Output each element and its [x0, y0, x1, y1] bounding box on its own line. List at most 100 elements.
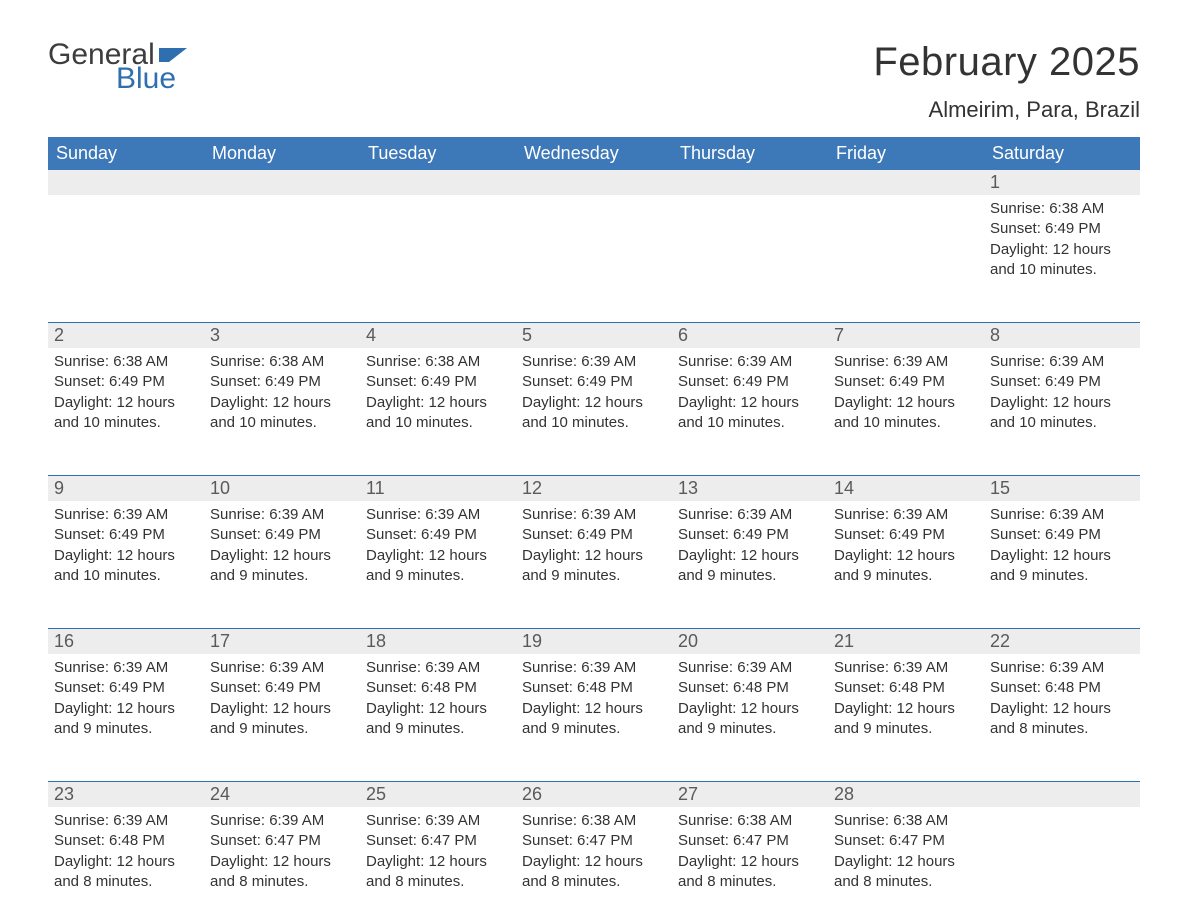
day-number: 14 — [828, 476, 984, 501]
daylight-text: Daylight: 12 hours and 9 minutes. — [678, 546, 822, 587]
day-cell: Sunrise: 6:39 AMSunset: 6:49 PMDaylight:… — [672, 501, 828, 604]
day-cell: Sunrise: 6:38 AMSunset: 6:47 PMDaylight:… — [828, 807, 984, 910]
weekday-label: Saturday — [984, 137, 1140, 170]
day-cell: Sunrise: 6:39 AMSunset: 6:49 PMDaylight:… — [828, 348, 984, 451]
sunset-text: Sunset: 6:47 PM — [366, 831, 510, 851]
sunset-text: Sunset: 6:49 PM — [990, 219, 1134, 239]
weekday-label: Friday — [828, 137, 984, 170]
day-number — [48, 170, 204, 195]
day-number — [516, 170, 672, 195]
sunrise-text: Sunrise: 6:38 AM — [210, 352, 354, 372]
header: General Blue February 2025 Almeirim, Par… — [48, 40, 1140, 133]
day-number: 23 — [48, 782, 204, 807]
day-number: 2 — [48, 323, 204, 348]
daylight-text: Daylight: 12 hours and 8 minutes. — [522, 852, 666, 893]
day-cell: Sunrise: 6:39 AMSunset: 6:47 PMDaylight:… — [360, 807, 516, 910]
daylight-text: Daylight: 12 hours and 8 minutes. — [54, 852, 198, 893]
day-cell — [516, 195, 672, 298]
daylight-text: Daylight: 12 hours and 8 minutes. — [990, 699, 1134, 740]
logo-text-blue: Blue — [116, 64, 187, 94]
day-number: 25 — [360, 782, 516, 807]
calendar-week: 16171819202122Sunrise: 6:39 AMSunset: 6:… — [48, 628, 1140, 757]
sunset-text: Sunset: 6:48 PM — [678, 678, 822, 698]
sunrise-text: Sunrise: 6:39 AM — [522, 658, 666, 678]
sunset-text: Sunset: 6:47 PM — [678, 831, 822, 851]
daynum-row: 1 — [48, 170, 1140, 195]
sunset-text: Sunset: 6:49 PM — [678, 525, 822, 545]
day-cell — [672, 195, 828, 298]
daycontent-row: Sunrise: 6:39 AMSunset: 6:49 PMDaylight:… — [48, 654, 1140, 757]
day-number: 24 — [204, 782, 360, 807]
sunset-text: Sunset: 6:49 PM — [210, 678, 354, 698]
daylight-text: Daylight: 12 hours and 10 minutes. — [990, 393, 1134, 434]
day-number: 5 — [516, 323, 672, 348]
sunset-text: Sunset: 6:47 PM — [210, 831, 354, 851]
title-block: February 2025 Almeirim, Para, Brazil — [873, 40, 1140, 133]
sunrise-text: Sunrise: 6:39 AM — [678, 505, 822, 525]
daylight-text: Daylight: 12 hours and 10 minutes. — [54, 393, 198, 434]
calendar-week: 1Sunrise: 6:38 AMSunset: 6:49 PMDaylight… — [48, 170, 1140, 298]
day-number: 27 — [672, 782, 828, 807]
sunset-text: Sunset: 6:48 PM — [366, 678, 510, 698]
daylight-text: Daylight: 12 hours and 10 minutes. — [678, 393, 822, 434]
sunset-text: Sunset: 6:49 PM — [834, 525, 978, 545]
day-cell: Sunrise: 6:38 AMSunset: 6:49 PMDaylight:… — [48, 348, 204, 451]
sunset-text: Sunset: 6:48 PM — [54, 831, 198, 851]
day-cell: Sunrise: 6:38 AMSunset: 6:49 PMDaylight:… — [984, 195, 1140, 298]
day-number: 18 — [360, 629, 516, 654]
day-number: 10 — [204, 476, 360, 501]
daylight-text: Daylight: 12 hours and 9 minutes. — [210, 699, 354, 740]
sunrise-text: Sunrise: 6:39 AM — [678, 658, 822, 678]
sunrise-text: Sunrise: 6:39 AM — [834, 352, 978, 372]
day-number: 9 — [48, 476, 204, 501]
sunset-text: Sunset: 6:49 PM — [54, 678, 198, 698]
weekday-label: Thursday — [672, 137, 828, 170]
day-number: 12 — [516, 476, 672, 501]
sunrise-text: Sunrise: 6:39 AM — [990, 352, 1134, 372]
sunrise-text: Sunrise: 6:39 AM — [366, 505, 510, 525]
day-cell: Sunrise: 6:39 AMSunset: 6:48 PMDaylight:… — [48, 807, 204, 910]
sunrise-text: Sunrise: 6:38 AM — [990, 199, 1134, 219]
calendar-week: 2345678Sunrise: 6:38 AMSunset: 6:49 PMDa… — [48, 322, 1140, 451]
day-cell: Sunrise: 6:39 AMSunset: 6:49 PMDaylight:… — [360, 501, 516, 604]
sunset-text: Sunset: 6:48 PM — [990, 678, 1134, 698]
day-cell: Sunrise: 6:39 AMSunset: 6:47 PMDaylight:… — [204, 807, 360, 910]
weekday-label: Wednesday — [516, 137, 672, 170]
sunset-text: Sunset: 6:49 PM — [54, 372, 198, 392]
sunrise-text: Sunrise: 6:39 AM — [210, 658, 354, 678]
day-number: 20 — [672, 629, 828, 654]
sunrise-text: Sunrise: 6:39 AM — [366, 658, 510, 678]
daylight-text: Daylight: 12 hours and 9 minutes. — [834, 699, 978, 740]
day-number: 1 — [984, 170, 1140, 195]
day-cell — [828, 195, 984, 298]
daycontent-row: Sunrise: 6:38 AMSunset: 6:49 PMDaylight:… — [48, 348, 1140, 451]
sunrise-text: Sunrise: 6:39 AM — [834, 505, 978, 525]
day-number: 16 — [48, 629, 204, 654]
daylight-text: Daylight: 12 hours and 9 minutes. — [678, 699, 822, 740]
daylight-text: Daylight: 12 hours and 9 minutes. — [366, 546, 510, 587]
day-cell: Sunrise: 6:39 AMSunset: 6:49 PMDaylight:… — [516, 348, 672, 451]
day-number: 4 — [360, 323, 516, 348]
sunset-text: Sunset: 6:49 PM — [834, 372, 978, 392]
day-cell: Sunrise: 6:39 AMSunset: 6:49 PMDaylight:… — [828, 501, 984, 604]
sunset-text: Sunset: 6:49 PM — [210, 525, 354, 545]
sunrise-text: Sunrise: 6:39 AM — [834, 658, 978, 678]
sunrise-text: Sunrise: 6:39 AM — [54, 658, 198, 678]
sunrise-text: Sunrise: 6:39 AM — [54, 811, 198, 831]
day-cell: Sunrise: 6:39 AMSunset: 6:48 PMDaylight:… — [828, 654, 984, 757]
day-cell: Sunrise: 6:39 AMSunset: 6:49 PMDaylight:… — [984, 348, 1140, 451]
day-cell: Sunrise: 6:39 AMSunset: 6:49 PMDaylight:… — [48, 501, 204, 604]
daycontent-row: Sunrise: 6:38 AMSunset: 6:49 PMDaylight:… — [48, 195, 1140, 298]
sunset-text: Sunset: 6:49 PM — [678, 372, 822, 392]
daynum-row: 16171819202122 — [48, 629, 1140, 654]
daynum-row: 9101112131415 — [48, 476, 1140, 501]
daylight-text: Daylight: 12 hours and 9 minutes. — [210, 546, 354, 587]
daylight-text: Daylight: 12 hours and 10 minutes. — [990, 240, 1134, 281]
calendar-week: 232425262728Sunrise: 6:39 AMSunset: 6:48… — [48, 781, 1140, 910]
sunset-text: Sunset: 6:49 PM — [210, 372, 354, 392]
sunrise-text: Sunrise: 6:38 AM — [366, 352, 510, 372]
day-cell: Sunrise: 6:39 AMSunset: 6:49 PMDaylight:… — [672, 348, 828, 451]
daylight-text: Daylight: 12 hours and 8 minutes. — [834, 852, 978, 893]
day-number: 3 — [204, 323, 360, 348]
sunset-text: Sunset: 6:47 PM — [522, 831, 666, 851]
